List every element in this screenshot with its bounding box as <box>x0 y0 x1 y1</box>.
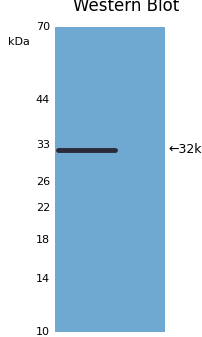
Text: Western Blot: Western Blot <box>72 0 178 15</box>
Text: ←32kDa: ←32kDa <box>167 143 202 156</box>
Text: 44: 44 <box>36 95 50 105</box>
Text: 18: 18 <box>36 235 50 245</box>
Text: 14: 14 <box>36 274 50 284</box>
Bar <box>55 27 164 332</box>
Text: 22: 22 <box>36 204 50 213</box>
Text: kDa: kDa <box>8 37 30 47</box>
Text: 26: 26 <box>36 177 50 187</box>
Text: 70: 70 <box>36 22 50 32</box>
Text: 10: 10 <box>36 327 50 337</box>
Text: 33: 33 <box>36 140 50 150</box>
